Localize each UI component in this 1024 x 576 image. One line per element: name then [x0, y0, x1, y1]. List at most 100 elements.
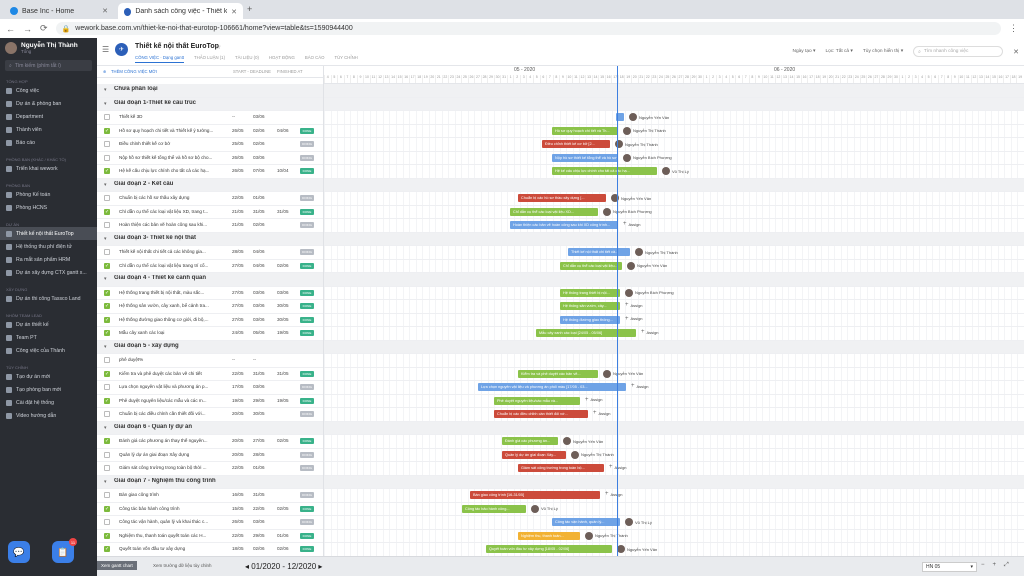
sidebar-item[interactable]: Team PT [0, 331, 97, 344]
gantt-bar[interactable]: Hoàn thiện các bản vẽ hoàn công sau khi … [510, 221, 618, 229]
table-row[interactable]: ✓ Quyết toán vốn đầu tư xây dựng 18/05 02/0… [97, 543, 1024, 557]
task-name[interactable]: Công tác bảo hành công trình [119, 505, 180, 511]
gantt-bar[interactable]: Quyết toán vốn đầu tư xây dựng [18/05 - … [486, 545, 612, 553]
task-name[interactable]: Nghiệm thu, thanh toán quyết toán các H.… [119, 532, 207, 538]
collapse-caret-icon[interactable]: ▾ [104, 343, 107, 350]
group-row[interactable]: ▾ Giai đoạn 3- Thiết kế nội thất [97, 232, 1024, 246]
assign-button[interactable]: +Assign [605, 491, 623, 497]
hamburger-icon[interactable]: ☰ [102, 45, 110, 54]
sidebar-item[interactable]: Phòng HCNS [0, 201, 97, 214]
sidebar-item[interactable]: Dự án thiết kế [0, 318, 97, 331]
table-row[interactable]: ✓ Nghiệm thu, thanh toán quyết toán các H… [97, 530, 1024, 543]
table-row[interactable]: ✓ Hồ sơ quy hoạch chi tiết và Thiết kế ý … [97, 125, 1024, 138]
assignee[interactable]: Nguyễn Yến Vân [617, 545, 657, 553]
task-checkbox[interactable] [104, 114, 110, 120]
table-row[interactable]: Hoàn thiện các bản vẽ hoàn công sau khi.… [97, 219, 1024, 233]
task-name[interactable]: Kiểm tra và phê duyệt các bản vẽ chi tiế… [119, 370, 202, 376]
task-checkbox[interactable] [104, 384, 110, 390]
assign-button[interactable]: +Assign [623, 221, 641, 227]
gantt-bar[interactable]: Công tác bảo hành công... [462, 504, 526, 513]
task-search-input[interactable]: ⌕ Tìm nhanh công việc [913, 46, 1004, 57]
sidebar-item[interactable]: Dự án & phòng ban [0, 97, 97, 110]
task-checkbox[interactable]: ✓ [104, 397, 110, 404]
sidebar-item[interactable]: Cài đặt hệ thống [0, 396, 97, 409]
task-name[interactable]: phê duyệt% [119, 357, 144, 362]
task-name[interactable]: Đánh giá các phương án thay thế nguyên..… [119, 438, 208, 443]
task-name[interactable]: Công tác vận hành, quản lý và khai thác … [119, 519, 209, 524]
add-icon[interactable]: ⊕ [103, 69, 107, 74]
table-row[interactable]: Lựa chọn nguyên vật liệu và phương án p.… [97, 381, 1024, 395]
assignee[interactable]: Vũ Thị Lý [531, 504, 558, 513]
menu-dots-icon[interactable]: ⋮ [1009, 23, 1018, 33]
table-row[interactable]: Quản lý dự án giai đoạn Xây dựng 20/05 28/… [97, 449, 1024, 462]
task-name[interactable]: Hệ thống sân vườn, cây xanh, bể cảnh tra… [119, 303, 209, 308]
task-name[interactable]: Hệ thống đường giao thông cơ giới, đi bộ… [119, 316, 209, 322]
assignee[interactable]: Nguyễn Thị Thành [571, 450, 614, 459]
assignee[interactable]: Vũ Thị Lý [662, 167, 689, 175]
gantt-bar[interactable]: Quản lý dự án giai đoạn Xây... [502, 450, 566, 459]
table-row[interactable]: Công tác vận hành, quản lý và khai thác … [97, 516, 1024, 530]
zoom-out-icon[interactable]: − [981, 562, 985, 568]
close-tab-icon[interactable]: ✕ [231, 8, 237, 16]
table-row[interactable]: Giám sát công trường trong toàn bộ thời … [97, 462, 1024, 476]
timezone-select[interactable]: HN 05 ▾ [922, 562, 977, 572]
pane-divider[interactable] [323, 66, 324, 556]
task-name[interactable]: Thiết kế nội thất chi tiết cả các không … [119, 249, 206, 254]
gantt-bar[interactable]: Chuẩn bị các điều chỉnh cần thiết đối vớ… [494, 410, 588, 418]
project-tab[interactable]: BÁO CÁO [304, 55, 325, 60]
assignee[interactable]: Nguyễn Yến Vân [627, 261, 667, 270]
gantt-bar[interactable]: Đánh giá các phương án... [502, 437, 558, 445]
assignee[interactable]: Nguyễn Thị Thành [623, 126, 666, 135]
tab-custom-fields[interactable]: Xem trường dữ liệu tùy chỉnh [153, 563, 212, 568]
sidebar-item[interactable]: Department [0, 110, 97, 123]
tasks-button[interactable]: 📋 11 [52, 538, 77, 563]
task-name[interactable]: Mẫu cây xanh các loại [119, 330, 165, 335]
table-row[interactable]: ✓ Kiểm tra và phê duyệt các bản vẽ chi ti… [97, 368, 1024, 381]
sidebar-item[interactable]: Công việc của Thành [0, 344, 97, 357]
table-row[interactable]: Thiết kế 3D -- 03/06 Nguyễn Yến Vân [97, 111, 1024, 125]
gantt-bar[interactable]: Hệ thống sân vườn, cây... [560, 302, 620, 310]
table-row[interactable]: ✓ Hệ thống sân vườn, cây xanh, bể cảnh tr… [97, 300, 1024, 314]
table-row[interactable]: ✓ Chỉ dẫn cụ thể các loại vật liệu trang … [97, 260, 1024, 273]
reload-icon[interactable]: ⟳ [40, 23, 48, 33]
gantt-bar[interactable] [616, 113, 624, 121]
task-name[interactable]: Chỉ dẫn cụ thể các loại vật liệu XD, tra… [119, 208, 209, 214]
tab-gantt-chart[interactable]: Xem gantt chart [97, 561, 137, 570]
user-profile[interactable]: Nguyễn Thị Thành Tổng [0, 38, 97, 58]
group-row[interactable]: ▾ Giai đoạn 7 - Nghiệm thu công trình [97, 475, 1024, 489]
table-row[interactable]: ✓ Hệ thống trang thiết bị nội thất, màu s… [97, 287, 1024, 300]
task-checkbox[interactable] [104, 357, 110, 363]
collapse-caret-icon[interactable]: ▾ [104, 87, 107, 93]
sidebar-item[interactable]: Thành viên [0, 123, 97, 136]
assignee[interactable]: Vũ Thị Lý [625, 518, 652, 526]
assign-button[interactable]: +Assign [609, 464, 627, 470]
project-tab[interactable]: HOẠT ĐỘNG [268, 55, 295, 60]
table-row[interactable]: Bàn giao công trình 16/05 31/05 DOING Bàn gi… [97, 489, 1024, 503]
task-name[interactable]: Hồ sơ quy hoạch chi tiết và Thiết kế ý t… [119, 127, 214, 133]
table-row[interactable]: ✓ Hệ thống đường giao thông cơ giới, đi b… [97, 314, 1024, 327]
task-checkbox[interactable]: ✓ [104, 208, 110, 215]
back-icon[interactable]: ← [6, 23, 15, 34]
sidebar-item[interactable]: Phòng Kế toán [0, 188, 97, 201]
table-row[interactable]: Chuẩn bị các hồ sơ thầu xây dựng 22/05 01/… [97, 192, 1024, 206]
display-options-dropdown[interactable]: Tùy chọn hiển thị ▾ [862, 49, 904, 54]
task-name[interactable]: Phê duyệt nguyên liệu/các mẫu và các m..… [119, 397, 207, 403]
gantt-bar[interactable]: Giám sát công trường trong toàn bộ... [518, 464, 604, 472]
task-checkbox[interactable]: ✓ [104, 168, 110, 174]
task-name[interactable]: Hệ kế cấu chịu lực chính cho tất cả các … [119, 168, 210, 173]
url-bar[interactable]: 🔒 wework.base.com.vn/thiet-ke-noi-that-e… [55, 22, 1001, 35]
gantt-bar[interactable]: Điều chỉnh thiết kế cơ bở [2... [542, 140, 610, 148]
task-name[interactable]: Nộp hồ sơ thiết kế tổng thể và hồ sơ bộ … [119, 154, 213, 160]
task-name[interactable]: Chuẩn bị các điều chỉnh cần thiết đối vớ… [119, 411, 206, 416]
table-row[interactable]: phê duyệt% -- -- [97, 354, 1024, 368]
close-tab-icon[interactable]: ✕ [102, 8, 108, 15]
sidebar-item[interactable]: Tạo phòng ban mới [0, 383, 97, 396]
sort-dropdown[interactable]: Ngày tạo ▾ [792, 49, 816, 54]
task-checkbox[interactable]: ✓ [104, 330, 110, 336]
table-row[interactable]: ✓ Đánh giá các phương án thay thế nguyên.… [97, 435, 1024, 449]
task-checkbox[interactable] [104, 141, 110, 147]
task-checkbox[interactable] [104, 154, 110, 161]
task-checkbox[interactable]: ✓ [104, 505, 110, 512]
gantt-bar[interactable]: Kiểm tra và phê duyệt các bản vẽ... [518, 369, 598, 378]
forward-icon[interactable]: → [23, 23, 32, 34]
